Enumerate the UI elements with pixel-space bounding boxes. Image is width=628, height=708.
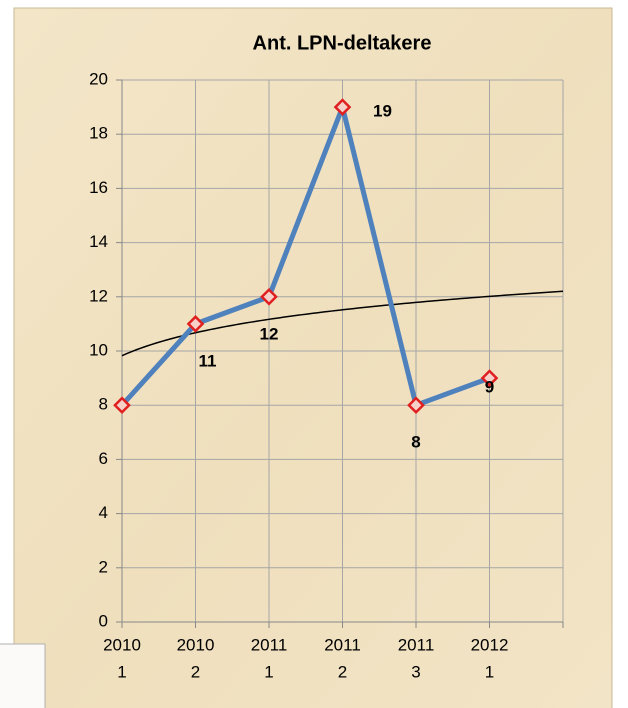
marker — [333, 98, 352, 116]
x-tick-label: 2012 — [471, 635, 509, 654]
x-tick-label: 1 — [264, 662, 273, 681]
chart-panel — [13, 7, 613, 708]
data-label: 8 — [411, 433, 420, 452]
data-label: 19 — [373, 102, 392, 121]
marker — [407, 396, 425, 415]
overlay-window — [0, 643, 46, 708]
x-tick-label: 2011 — [251, 635, 288, 654]
y-tick-label: 0 — [99, 611, 108, 630]
y-tick-label: 20 — [89, 69, 108, 88]
y-tick-label: 4 — [99, 503, 108, 522]
x-tick-label: 1 — [117, 662, 126, 681]
x-tick-label: 2010 — [177, 635, 215, 654]
chart-title: Ant. LPN-deltakere — [253, 32, 432, 54]
x-tick-label: 2 — [191, 662, 200, 681]
x-tick-label: 1 — [485, 662, 494, 681]
x-tick-label: 2011 — [398, 635, 435, 654]
y-tick-label: 10 — [89, 340, 108, 359]
data-label: 12 — [260, 324, 279, 343]
x-tick-label: 3 — [411, 662, 420, 681]
y-tick-label: 2 — [99, 557, 108, 576]
marker — [113, 396, 131, 415]
x-tick-label: 2 — [338, 662, 347, 681]
data-label: 11 — [199, 351, 217, 370]
y-tick-label: 16 — [89, 178, 108, 197]
data-label: 9 — [485, 378, 494, 397]
y-tick-label: 14 — [89, 232, 108, 251]
marker — [260, 287, 278, 306]
x-tick-label: 2010 — [103, 635, 141, 654]
y-tick-label: 6 — [99, 449, 108, 468]
x-tick-label: 2011 — [324, 635, 361, 654]
marker — [186, 315, 205, 333]
marker — [480, 369, 499, 387]
y-tick-label: 12 — [89, 286, 108, 305]
data-line — [120, 104, 491, 408]
y-tick-label: 18 — [89, 124, 108, 143]
y-tick-label: 8 — [99, 395, 108, 414]
